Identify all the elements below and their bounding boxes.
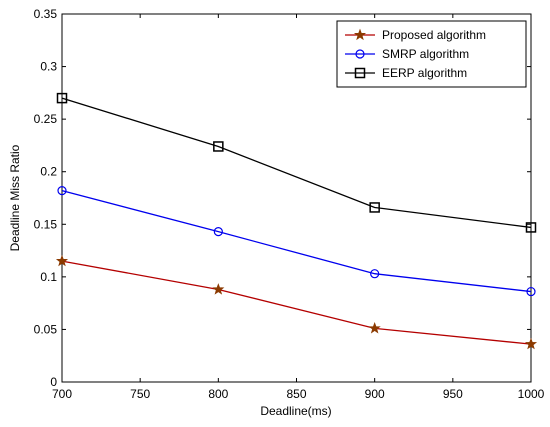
x-tick-label: 800 (208, 387, 228, 401)
x-tick-label: 750 (130, 387, 150, 401)
x-tick-label: 1000 (518, 387, 545, 401)
data-point-square (525, 222, 537, 233)
data-point-square (56, 92, 68, 104)
x-tick-label: 900 (365, 387, 385, 401)
data-point-circle (370, 269, 380, 279)
data-point-circle (213, 227, 223, 237)
x-tick-label: 850 (286, 387, 306, 401)
y-tick-label: 0.05 (34, 322, 58, 336)
legend-marker-circle (355, 49, 365, 59)
y-tick-label: 0.2 (40, 165, 57, 179)
series-layer (55, 92, 538, 350)
y-axis: 0 0.05 0.1 0.15 0.2 0.25 0.3 0.35 (34, 7, 531, 389)
legend-label: EERP algorithm (382, 66, 467, 80)
y-tick-label: 0.15 (34, 217, 58, 231)
data-point-star (55, 254, 69, 267)
legend-label: SMRP algorithm (382, 47, 469, 61)
y-tick-label: 0.25 (34, 112, 58, 126)
series-line-square (61, 97, 532, 229)
y-tick-label: 0.35 (34, 7, 58, 21)
legend: Proposed algorithm SMRP algorithm EERP alg… (336, 20, 527, 88)
y-tick-label: 0 (50, 375, 57, 389)
y-tick-label: 0.1 (40, 270, 57, 284)
legend-label: Proposed algorithm (382, 28, 486, 42)
series-line-circle (61, 190, 532, 293)
data-point-square (369, 202, 380, 213)
legend-marker-star (353, 28, 367, 41)
data-point-star (212, 283, 225, 295)
data-point-circle (526, 286, 536, 297)
x-tick-label: 700 (52, 387, 72, 401)
y-tick-label: 0.3 (40, 60, 57, 74)
y-axis-title: Deadline Miss Ratio (8, 144, 22, 251)
x-axis: 700 750 800 850 900 950 1000 (52, 14, 545, 401)
legend-marker-square (354, 67, 366, 79)
data-point-square (213, 141, 224, 152)
x-axis-title: Deadline(ms) (260, 404, 331, 418)
data-point-star (524, 337, 538, 350)
x-tick-label: 950 (443, 387, 463, 401)
data-point-circle (57, 186, 67, 196)
data-point-star (368, 322, 381, 334)
series-line-star (61, 260, 532, 345)
